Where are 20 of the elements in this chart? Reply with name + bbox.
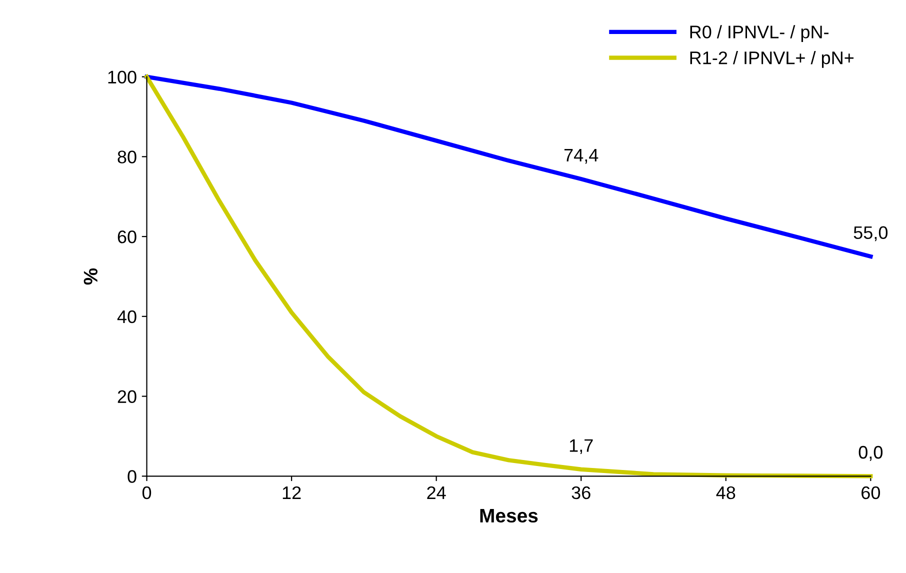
legend-label: R1-2 / IPNVL+ / pN+ [690, 50, 854, 68]
y-axis-title: % [84, 268, 98, 285]
y-tick-label: 60 [118, 230, 136, 244]
y-tick-label: 0 [128, 470, 136, 483]
y-tick-label: 100 [108, 70, 136, 84]
legend-label: R0 / IPNVL- / pN- [690, 25, 828, 42]
data-label: 74,4 [564, 148, 598, 164]
x-tick-label: 24 [427, 486, 446, 499]
x-tick-label: 36 [572, 486, 590, 500]
x-tick-label: 12 [282, 486, 301, 499]
y-tick-label: 80 [118, 150, 136, 164]
x-tick-label: 0 [142, 486, 152, 500]
data-label: 55,0 [854, 226, 888, 242]
data-label: 0,0 [858, 446, 883, 461]
y-tick-label: 20 [118, 390, 136, 404]
x-tick-label: 60 [862, 486, 880, 500]
x-tick-label: 48 [716, 486, 736, 500]
y-tick-label: 40 [117, 310, 136, 324]
data-label: 1,7 [570, 439, 593, 454]
x-axis-title: Meses [480, 508, 538, 523]
